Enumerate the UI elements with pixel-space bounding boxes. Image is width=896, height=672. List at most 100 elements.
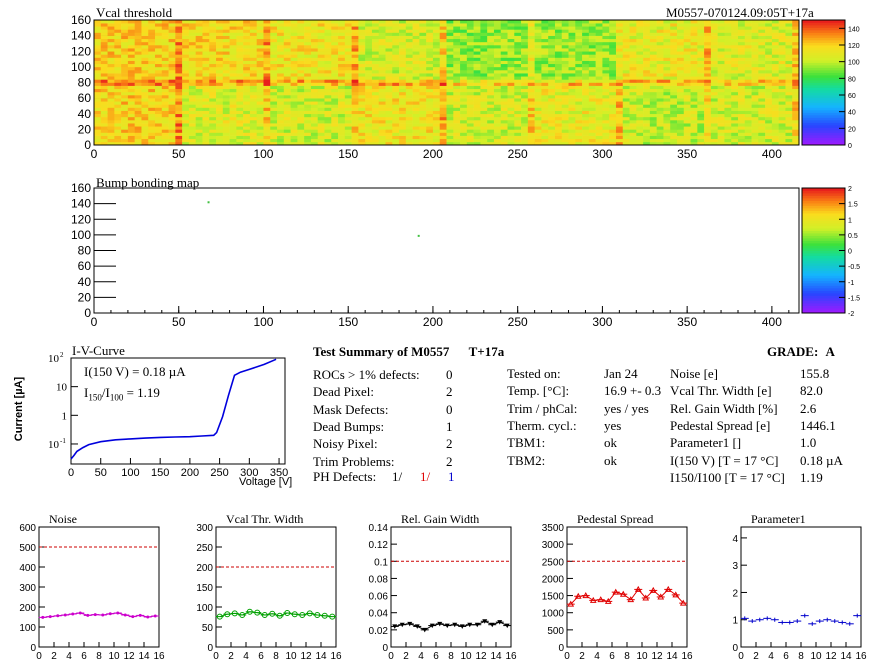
vcal-map-cell [751, 20, 759, 24]
vcal-map-cell [94, 79, 102, 83]
vcal-map-cell [188, 57, 196, 61]
vcal-map-cell [683, 48, 691, 52]
vcal-map-cell [582, 107, 590, 111]
noise-plot-point [41, 615, 45, 619]
vcal-map-cell [507, 95, 515, 99]
vcal-map-cell [690, 73, 698, 77]
vcal-map-cell [358, 60, 366, 65]
vcal-map-cell [297, 79, 305, 83]
vcal-map-cell [134, 132, 142, 136]
vcal-map-cell [385, 73, 393, 77]
vcal-map-cell [561, 107, 569, 111]
vcal-map-colorbar-cell [802, 82, 845, 86]
vcal-map-cell [256, 35, 264, 40]
vcal-map-cell [548, 48, 556, 52]
vcal-map-cell [568, 98, 576, 102]
vcal-map-xtick-label: 400 [762, 147, 782, 161]
vcal-map-cell [785, 20, 793, 24]
vcal-map-cell [487, 132, 495, 136]
vcal-map-cell [582, 51, 590, 55]
vcal-map-cell [710, 110, 718, 115]
vcal-map-cell [541, 123, 549, 127]
vcal-map-cell [148, 48, 156, 52]
vcal-map-cell [710, 20, 718, 24]
vcal-map-cell [514, 73, 522, 77]
vcal-map-cell [731, 126, 739, 130]
vcal-map-cell [182, 73, 190, 77]
vcal-map-cell [365, 116, 373, 121]
vcal-map-cell [175, 51, 183, 55]
vcal-map-colorbar-cell [802, 127, 845, 131]
vcal-map-cell [622, 126, 630, 130]
bump-map-ztick-label: 1.5 [848, 202, 858, 209]
vcal-map-cell [676, 138, 685, 143]
vcal-map-cell [724, 85, 732, 90]
vcal-map-cell [202, 126, 210, 130]
vcal-map-cell [175, 95, 183, 99]
vcal-map-cell [521, 60, 529, 65]
vcal-map-cell [690, 98, 698, 102]
vcal-map-cell [765, 57, 773, 61]
vcal-map-cell [480, 104, 488, 108]
vcal-map-cell [371, 60, 380, 65]
vcal-map-cell [168, 63, 176, 68]
vcal-map-cell [493, 48, 502, 52]
vcal-map-cell [737, 120, 746, 124]
vcal-map-cell [453, 113, 461, 118]
vcal-map-cell [148, 66, 156, 71]
vcal-map-cell [466, 23, 474, 27]
noise-plot-point [138, 613, 142, 617]
gain-width-plot-xtick-label: 14 [490, 651, 502, 662]
vcal-map-cell [405, 88, 413, 93]
vcal-map-cell [771, 79, 779, 83]
defect-row-label: Trim Problems: [313, 453, 395, 469]
vcal-map-cell [554, 63, 563, 68]
vcal-map-cell [188, 63, 196, 68]
vcal-map-cell [460, 51, 468, 55]
vcal-map-cell [297, 35, 305, 40]
vcal-map-cell [134, 138, 142, 143]
vcal-map-cell [629, 79, 637, 83]
vcal-map-cell [480, 73, 488, 77]
vcal-map-cell [100, 120, 108, 124]
vcal-map-cell [622, 88, 630, 93]
vcal-map-cell [324, 141, 332, 146]
vcal-map-cell [737, 129, 746, 133]
vcal-map-cell [175, 126, 183, 130]
vcal-map-cell [446, 41, 454, 46]
vcal-map-cell [548, 126, 556, 130]
vcal-map-xtick-label: 100 [253, 147, 273, 161]
vcal-map-cell [263, 79, 271, 83]
bump-map-colorbar-cell [802, 195, 845, 199]
vcal-map-cell [195, 138, 203, 143]
vcal-map-cell [155, 57, 163, 61]
vcal-map-cell [107, 88, 115, 93]
vcal-map-cell [344, 60, 352, 65]
vcal-map-cell [453, 82, 461, 86]
vcal-map-cell [724, 41, 732, 46]
vcal-map-cell [365, 85, 373, 90]
vcal-map-cell [588, 116, 596, 121]
vcal-map-cell [270, 88, 278, 93]
vcal-map-cell [155, 126, 163, 130]
vcal-map-cell [676, 101, 685, 105]
vcal-map-colorbar-cell [802, 32, 845, 36]
vcal-map-cell [148, 38, 156, 43]
vcal-map-cell [283, 85, 291, 90]
vcal-map-cell [792, 123, 800, 127]
vcal-map-cell [338, 82, 346, 86]
vcal-map-cell [643, 32, 651, 36]
vcal-map-cell [541, 129, 549, 133]
vcal-map-cell [636, 126, 644, 130]
vcal-map-cell [792, 79, 800, 83]
vcal-map-cell [439, 135, 447, 140]
pedestal-plot-point [627, 596, 635, 603]
vcal-map-cell [636, 48, 644, 52]
vcal-map-cell [290, 41, 298, 46]
vcal-map-cell [649, 57, 657, 61]
vcal-map-cell [310, 57, 319, 61]
vcal-map-cell [432, 35, 441, 40]
vcal-map-cell [161, 35, 169, 40]
vcal-map-cell [344, 85, 352, 90]
vcal-map-cell [324, 129, 332, 133]
